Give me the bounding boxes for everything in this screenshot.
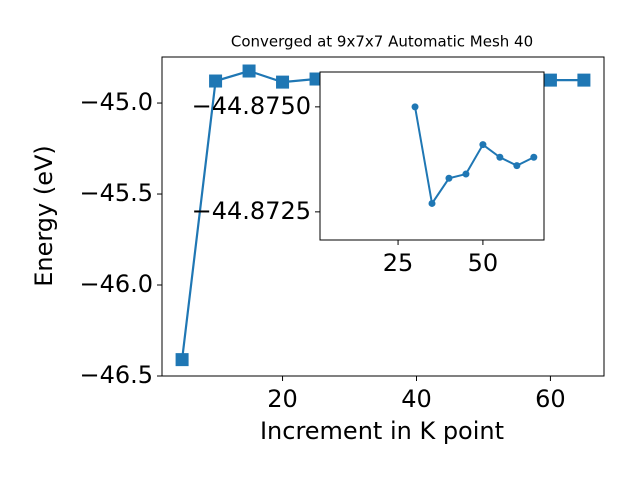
data-marker	[175, 353, 189, 367]
x-tick-label: 25	[383, 249, 414, 277]
x-tick-label: 20	[267, 385, 298, 413]
x-tick-label: 40	[401, 385, 432, 413]
data-marker	[462, 170, 470, 178]
y-tick-label: −46.5	[79, 361, 153, 389]
y-axis-label: Energy (eV)	[30, 145, 58, 287]
data-marker	[479, 141, 487, 149]
y-tick-label: −45.5	[79, 179, 153, 207]
data-marker	[530, 153, 538, 161]
data-marker	[513, 162, 521, 170]
x-axis-label: Increment in K point	[260, 417, 504, 445]
plot-background	[320, 72, 544, 240]
y-tick-label: −44.8725	[192, 197, 311, 225]
chart-title: Converged at 9x7x7 Automatic Mesh 40	[231, 33, 533, 51]
plot-frame	[161, 56, 605, 377]
data-marker	[309, 72, 323, 86]
x-tick-label: 60	[535, 385, 566, 413]
data-marker	[276, 75, 290, 89]
data-marker	[411, 103, 419, 111]
y-tick-label: −44.8750	[192, 92, 311, 120]
data-marker	[445, 174, 453, 182]
data-marker	[496, 153, 504, 161]
data-marker	[209, 74, 223, 88]
data-marker	[543, 73, 557, 87]
data-marker	[242, 64, 256, 78]
y-tick-label: −46.0	[79, 270, 153, 298]
y-tick-label: −45.0	[79, 88, 153, 116]
x-tick-label: 50	[468, 249, 499, 277]
plot-frame	[319, 71, 545, 241]
data-marker	[577, 73, 591, 87]
data-marker	[428, 199, 436, 207]
